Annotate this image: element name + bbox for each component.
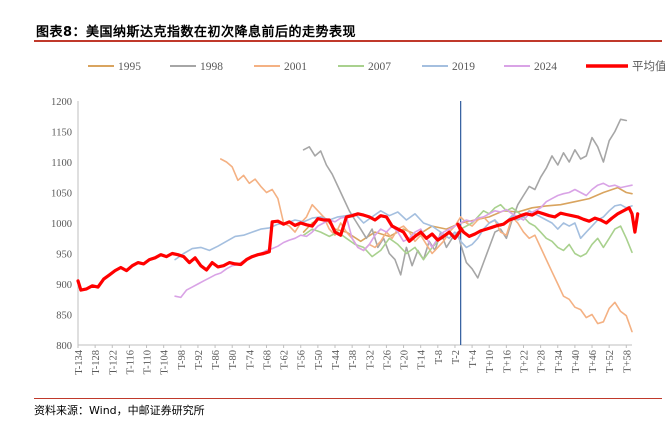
series-line-2019 (174, 203, 633, 261)
x-tick-label: T-20 (400, 350, 411, 369)
x-tick-label: T-32 (365, 350, 376, 369)
legend-label: 1998 (200, 61, 223, 73)
legend-label: 平均值 (632, 60, 665, 73)
x-tick-label: T+4 (468, 349, 479, 367)
x-tick-label: T-68 (262, 350, 273, 369)
legend-label: 2024 (534, 61, 557, 73)
x-tick-label: T-14 (417, 349, 428, 369)
x-tick-label: T-44 (331, 349, 342, 369)
x-tick-label: T-110 (143, 350, 154, 374)
x-tick-label: T+34 (554, 349, 565, 373)
y-tick-label: 1150 (51, 128, 72, 139)
x-tick-label: T+46 (588, 350, 599, 373)
x-tick-label: T+10 (485, 350, 496, 373)
series-line-2007 (302, 203, 633, 261)
x-tick-label: T-98 (177, 350, 188, 369)
title-bar: 图表8：美国纳斯达克指数在初次降息前后的走势表现 (0, 0, 665, 40)
y-tick-label: 850 (56, 311, 72, 322)
x-tick-label: T+40 (571, 350, 582, 373)
x-tick-label: T+22 (519, 350, 530, 373)
y-tick-label: 900 (56, 280, 72, 291)
x-tick-label: T-122 (108, 350, 119, 375)
series-line-1998 (302, 118, 628, 279)
legend-label: 2001 (284, 61, 307, 73)
x-tick-label: T-74 (245, 349, 256, 369)
x-tick-label: T-8 (434, 350, 445, 364)
y-tick-label: 950 (56, 250, 72, 261)
x-tick-label: T+28 (537, 350, 548, 373)
legend-label: 1995 (118, 61, 141, 73)
x-tick-label: T-62 (280, 350, 291, 369)
footer-divider (34, 398, 662, 399)
y-tick-label: 1200 (51, 97, 72, 108)
series-line-平均值 (76, 206, 640, 292)
chart-title: 图表8：美国纳斯达克指数在初次降息前后的走势表现 (36, 25, 357, 40)
x-tick-label: T-128 (91, 350, 102, 375)
x-tick-label: T-56 (297, 350, 308, 369)
x-tick-label: T-86 (211, 350, 222, 369)
x-tick-label: T-134 (74, 349, 85, 374)
source-note: 资料来源：Wind，中邮证券研究所 (34, 404, 205, 417)
x-tick-label: T+52 (605, 350, 616, 373)
title-divider (34, 40, 662, 42)
legend-label: 2019 (452, 61, 475, 73)
x-tick-label: T-2 (451, 350, 462, 364)
x-tick-label: T-50 (314, 350, 325, 369)
x-tick-label: T+16 (502, 350, 513, 373)
x-tick-label: T-26 (382, 350, 393, 369)
line-chart: 800 850 900 950 1000 1050 1100 1150 1200 T-134 T-1… (51, 60, 665, 375)
y-tick-label: 1000 (51, 219, 72, 230)
x-tick-label: T-38 (348, 350, 359, 369)
x-tick-label: T+58 (622, 350, 633, 373)
x-tick-label: T-92 (194, 350, 205, 369)
series-line-2001 (220, 158, 633, 333)
y-tick-label: 1100 (51, 158, 72, 169)
legend-label: 2007 (368, 61, 391, 73)
y-tick-label: 800 (56, 341, 72, 352)
x-tick-label: T-104 (160, 349, 171, 374)
y-tick-label: 1050 (51, 189, 72, 200)
x-tick-label: T-80 (228, 350, 239, 369)
x-tick-label: T-116 (125, 350, 136, 374)
series-line-2024 (174, 182, 633, 299)
